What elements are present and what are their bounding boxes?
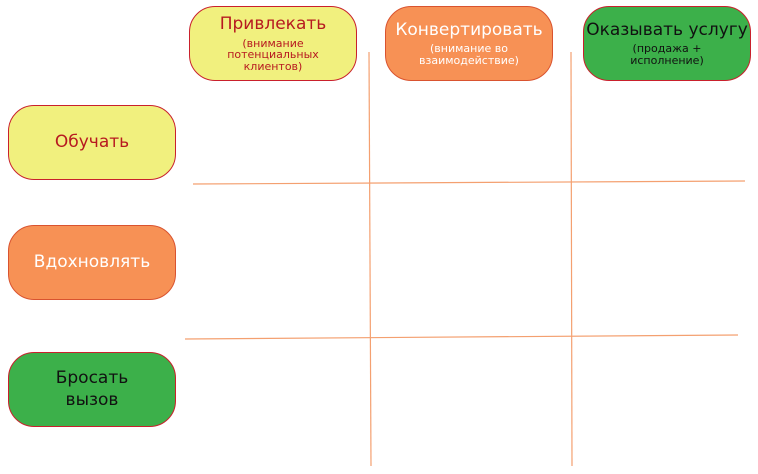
- row-header-inspire: Вдохновлять: [8, 225, 176, 300]
- row-header-challenge: Бросать вызов: [8, 352, 176, 427]
- column-header-convert-subtitle: (внимание во взаимодействие): [419, 42, 519, 67]
- grid-line-vertical-1: [368, 51, 372, 467]
- row-header-educate: Обучать: [8, 105, 176, 180]
- column-header-attract-title: Привлекать: [219, 13, 327, 34]
- grid-line-vertical-2: [570, 51, 573, 467]
- column-header-serve: Оказывать услугу (продажа + исполнение): [583, 6, 751, 81]
- grid-line-horizontal-1: [192, 180, 746, 185]
- grid-line-horizontal-2: [184, 334, 739, 340]
- row-header-challenge-title: Бросать вызов: [55, 368, 129, 410]
- column-header-convert-title: Конвертировать: [395, 19, 543, 40]
- row-header-inspire-title: Вдохновлять: [33, 252, 151, 273]
- column-header-attract: Привлекать (внимание потенциальных клиен…: [189, 6, 357, 81]
- column-header-serve-subtitle: (продажа + исполнение): [630, 42, 704, 67]
- column-header-serve-title: Оказывать услугу: [586, 19, 748, 40]
- column-header-attract-subtitle: (внимание потенциальных клиентов): [227, 36, 319, 73]
- column-header-convert: Конвертировать (внимание во взаимодейств…: [385, 6, 553, 81]
- row-header-educate-title: Обучать: [54, 132, 130, 153]
